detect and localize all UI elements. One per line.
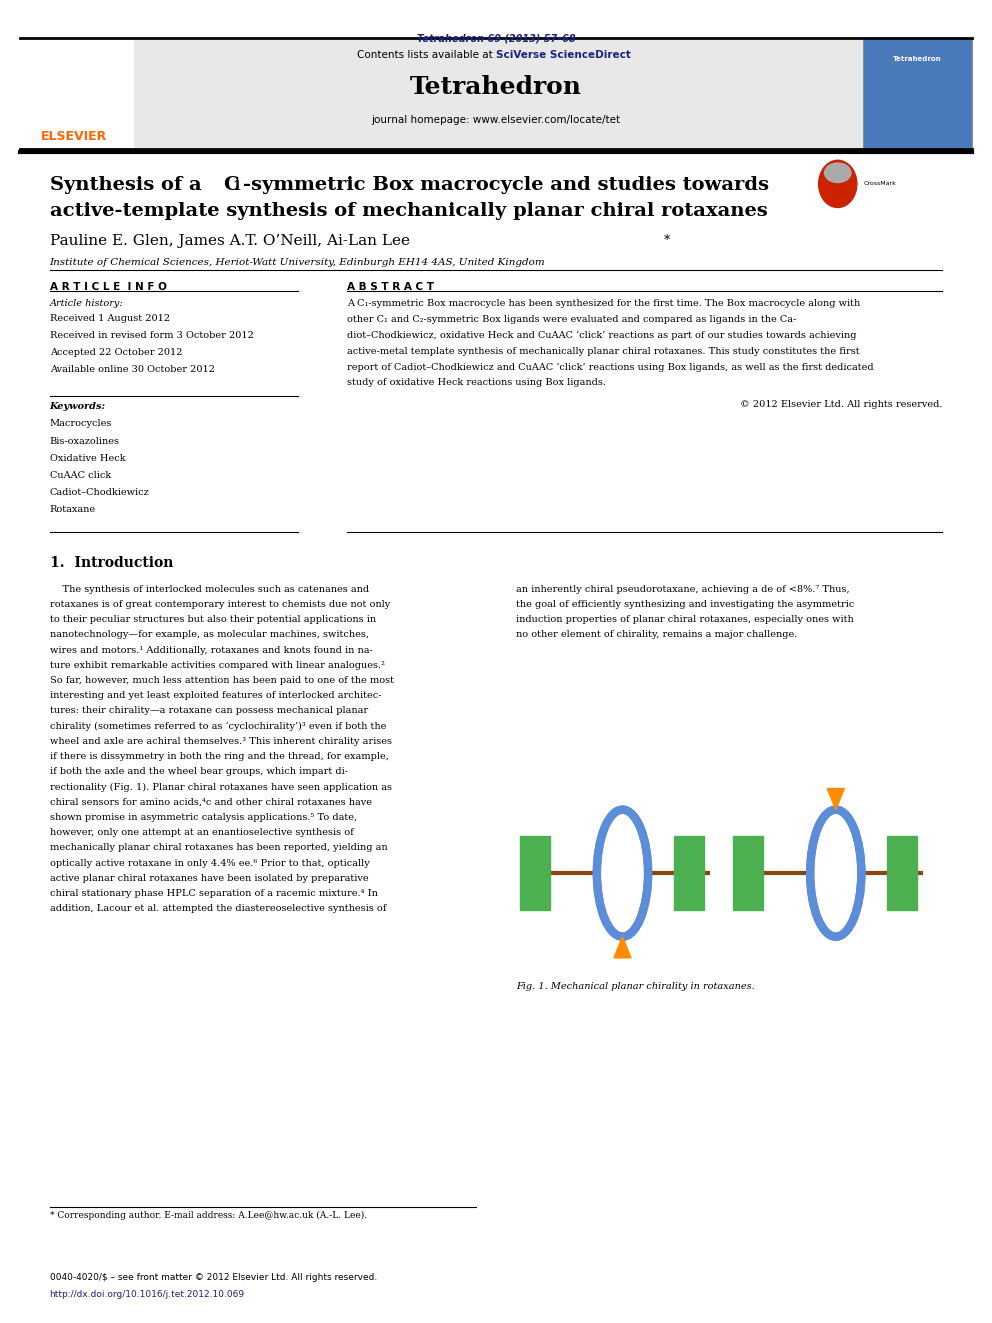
Text: ture exhibit remarkable activities compared with linear analogues.²: ture exhibit remarkable activities compa… — [50, 660, 385, 669]
Text: 1: 1 — [232, 180, 241, 193]
Text: A B S T R A C T: A B S T R A C T — [347, 282, 434, 292]
Text: wheel and axle are achiral themselves.³ This inherent chirality arises: wheel and axle are achiral themselves.³ … — [50, 737, 392, 746]
Text: A R T I C L E  I N F O: A R T I C L E I N F O — [50, 282, 167, 292]
Text: The synthesis of interlocked molecules such as catenanes and: The synthesis of interlocked molecules s… — [50, 585, 369, 594]
Ellipse shape — [818, 160, 857, 208]
Text: ELSEVIER: ELSEVIER — [42, 130, 107, 143]
Text: Fig. 1. Mechanical planar chirality in rotaxanes.: Fig. 1. Mechanical planar chirality in r… — [516, 982, 755, 991]
Text: CuAAC click: CuAAC click — [50, 471, 111, 480]
Text: induction properties of planar chiral rotaxanes, especially ones with: induction properties of planar chiral ro… — [516, 615, 853, 624]
Text: C: C — [223, 176, 239, 194]
Text: Synthesis of a: Synthesis of a — [50, 176, 208, 194]
Text: active-template synthesis of mechanically planar chiral rotaxanes: active-template synthesis of mechanicall… — [50, 202, 768, 221]
Text: tures: their chirality—a rotaxane can possess mechanical planar: tures: their chirality—a rotaxane can po… — [50, 706, 368, 716]
Text: Institute of Chemical Sciences, Heriot-Watt University, Edinburgh EH14 4AS, Unit: Institute of Chemical Sciences, Heriot-W… — [50, 258, 546, 267]
Text: Bis-oxazolines: Bis-oxazolines — [50, 437, 120, 446]
Text: rotaxanes is of great contemporary interest to chemists due not only: rotaxanes is of great contemporary inter… — [50, 601, 390, 609]
Bar — [733, 836, 763, 910]
Text: A C₁-symmetric Box macrocycle has been synthesized for the first time. The Box m: A C₁-symmetric Box macrocycle has been s… — [347, 299, 860, 308]
Text: mechanically planar chiral rotaxanes has been reported, yielding an: mechanically planar chiral rotaxanes has… — [50, 844, 387, 852]
Text: Contents lists available at: Contents lists available at — [357, 50, 496, 61]
Text: an inherently chiral pseudorotaxane, achieving a de of <8%.⁷ Thus,: an inherently chiral pseudorotaxane, ach… — [516, 585, 849, 594]
Text: wires and motors.¹ Additionally, rotaxanes and knots found in na-: wires and motors.¹ Additionally, rotaxan… — [50, 646, 372, 655]
Text: *: * — [660, 234, 670, 247]
Bar — [887, 836, 917, 910]
Text: chiral sensors for amino acids,⁴c and other chiral rotaxanes have: chiral sensors for amino acids,⁴c and ot… — [50, 798, 372, 807]
Text: if there is dissymmetry in both the ring and the thread, for example,: if there is dissymmetry in both the ring… — [50, 751, 389, 761]
Text: Macrocycles: Macrocycles — [50, 419, 112, 429]
Text: rectionality (Fig. 1). Planar chiral rotaxanes have seen application as: rectionality (Fig. 1). Planar chiral rot… — [50, 782, 392, 791]
Text: So far, however, much less attention has been paid to one of the most: So far, however, much less attention has… — [50, 676, 394, 685]
Polygon shape — [827, 789, 844, 810]
Text: SciVerse ScienceDirect: SciVerse ScienceDirect — [496, 50, 631, 61]
Text: Keywords:: Keywords: — [50, 402, 106, 411]
Text: the goal of efficiently synthesizing and investigating the asymmetric: the goal of efficiently synthesizing and… — [516, 601, 854, 609]
Text: 🌳: 🌳 — [63, 67, 75, 86]
Text: Cadiot–Chodkiewicz: Cadiot–Chodkiewicz — [50, 488, 150, 497]
Text: study of oxidative Heck reactions using Box ligands.: study of oxidative Heck reactions using … — [347, 378, 606, 388]
Polygon shape — [38, 52, 101, 102]
Text: shown promise in asymmetric catalysis applications.⁵ To date,: shown promise in asymmetric catalysis ap… — [50, 812, 357, 822]
Text: chirality (sometimes referred to as ‘cyclochirality’)³ even if both the: chirality (sometimes referred to as ‘cyc… — [50, 721, 386, 732]
Text: 0040-4020/$ – see front matter © 2012 Elsevier Ltd. All rights reserved.: 0040-4020/$ – see front matter © 2012 El… — [50, 1273, 377, 1282]
Text: other C₁ and C₂-symmetric Box ligands were evaluated and compared as ligands in : other C₁ and C₂-symmetric Box ligands we… — [347, 315, 797, 324]
Text: addition, Lacour et al. attempted the diastereoselective synthesis of: addition, Lacour et al. attempted the di… — [50, 905, 386, 913]
Text: active-metal template synthesis of mechanically planar chiral rotaxanes. This st: active-metal template synthesis of mecha… — [347, 347, 860, 356]
Text: CrossMark: CrossMark — [863, 181, 897, 187]
Bar — [674, 836, 703, 910]
Text: optically active rotaxane in only 4.4% ee.⁶ Prior to that, optically: optically active rotaxane in only 4.4% e… — [50, 859, 369, 868]
Text: journal homepage: www.elsevier.com/locate/tet: journal homepage: www.elsevier.com/locat… — [371, 115, 621, 126]
Text: Tetrahedron: Tetrahedron — [893, 56, 942, 62]
Text: * Corresponding author. E-mail address: A.Lee@hw.ac.uk (A.-L. Lee).: * Corresponding author. E-mail address: … — [50, 1211, 367, 1220]
Text: -symmetric Box macrocycle and studies towards: -symmetric Box macrocycle and studies to… — [243, 176, 769, 194]
Text: http://dx.doi.org/10.1016/j.tet.2012.10.069: http://dx.doi.org/10.1016/j.tet.2012.10.… — [50, 1290, 245, 1299]
Text: Received in revised form 3 October 2012: Received in revised form 3 October 2012 — [50, 331, 254, 340]
Text: report of Cadiot–Chodkiewicz and CuAAC ‘click’ reactions using Box ligands, as w: report of Cadiot–Chodkiewicz and CuAAC ‘… — [347, 363, 874, 372]
Text: 1.  Introduction: 1. Introduction — [50, 556, 173, 570]
Text: Tetrahedron: Tetrahedron — [410, 75, 582, 99]
Text: nanotechnology—for example, as molecular machines, switches,: nanotechnology—for example, as molecular… — [50, 630, 369, 639]
Text: however, only one attempt at an enantioselective synthesis of: however, only one attempt at an enantios… — [50, 828, 353, 837]
Text: Received 1 August 2012: Received 1 August 2012 — [50, 314, 170, 323]
Text: no other element of chirality, remains a major challenge.: no other element of chirality, remains a… — [516, 630, 798, 639]
Bar — [520, 836, 550, 910]
Text: Oxidative Heck: Oxidative Heck — [50, 454, 125, 463]
Bar — [812, 778, 859, 968]
Text: chiral stationary phase HPLC separation of a racemic mixture.⁴ In: chiral stationary phase HPLC separation … — [50, 889, 378, 898]
Text: Rotaxane: Rotaxane — [50, 505, 95, 515]
Text: © 2012 Elsevier Ltd. All rights reserved.: © 2012 Elsevier Ltd. All rights reserved… — [740, 400, 942, 409]
Text: Pauline E. Glen, James A.T. O’Neill, Ai-Lan Lee: Pauline E. Glen, James A.T. O’Neill, Ai-… — [50, 234, 410, 249]
Text: Tetrahedron 69 (2013) 57–68: Tetrahedron 69 (2013) 57–68 — [417, 33, 575, 44]
Text: if both the axle and the wheel bear groups, which impart di-: if both the axle and the wheel bear grou… — [50, 767, 347, 777]
Bar — [599, 778, 646, 968]
Ellipse shape — [824, 163, 851, 183]
Text: interesting and yet least exploited features of interlocked architec-: interesting and yet least exploited feat… — [50, 691, 381, 700]
Text: to their peculiar structures but also their potential applications in: to their peculiar structures but also th… — [50, 615, 376, 624]
Polygon shape — [614, 937, 631, 958]
Text: diot–Chodkiewicz, oxidative Heck and CuAAC ‘click’ reactions as part of our stud: diot–Chodkiewicz, oxidative Heck and CuA… — [347, 331, 857, 340]
Text: Available online 30 October 2012: Available online 30 October 2012 — [50, 365, 214, 374]
Text: active planar chiral rotaxanes have been isolated by preparative: active planar chiral rotaxanes have been… — [50, 873, 368, 882]
Text: Article history:: Article history: — [50, 299, 123, 308]
Text: Accepted 22 October 2012: Accepted 22 October 2012 — [50, 348, 183, 357]
